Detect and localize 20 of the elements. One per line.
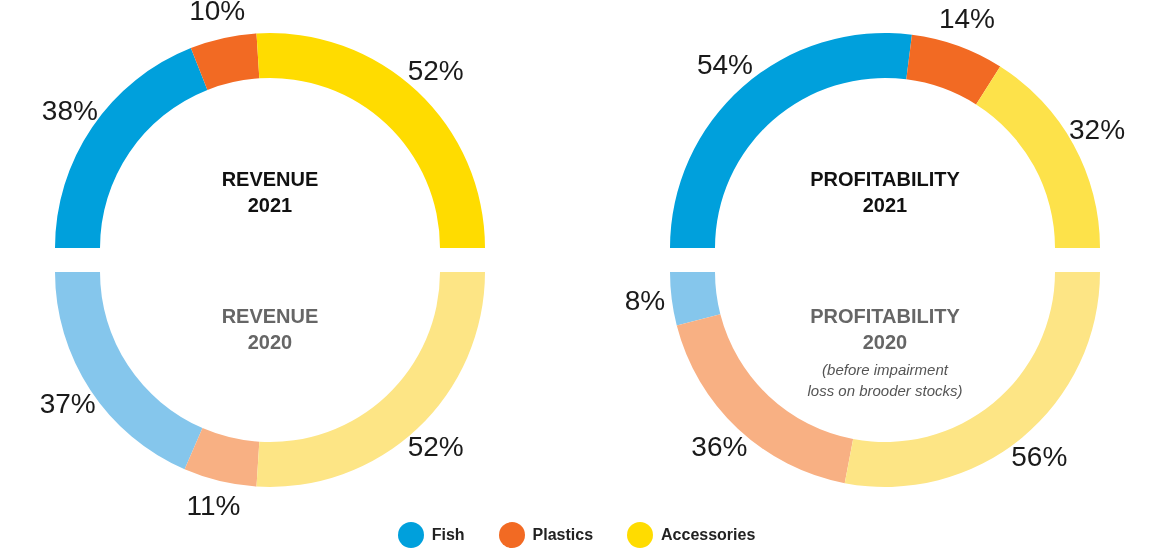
data-label: 52%	[407, 54, 464, 86]
data-label: 10%	[189, 0, 246, 26]
legend-label: Plastics	[531, 525, 594, 545]
data-label: 37%	[39, 387, 96, 419]
text: PROFITABILITY 2020	[810, 305, 961, 353]
data-label: 32%	[1069, 114, 1126, 146]
text: REVENUE 2020	[221, 305, 319, 353]
data-label: 54%	[696, 49, 753, 81]
data-label: 38%	[41, 94, 98, 126]
data-label: 36%	[691, 431, 748, 463]
data-label: 56%	[1011, 441, 1068, 473]
text: REVENUE 2021	[221, 168, 319, 216]
data-label: 14%	[938, 3, 995, 35]
data-label: 52%	[407, 431, 464, 463]
data-label: 11%	[186, 490, 241, 522]
text: PROFITABILITY 2021	[810, 168, 961, 216]
legend-label: Accessories	[660, 525, 756, 545]
legend-label: Fish	[430, 525, 465, 545]
text: (before impairment loss on brooder stocks)	[807, 361, 963, 399]
data-label: 8%	[624, 285, 666, 317]
